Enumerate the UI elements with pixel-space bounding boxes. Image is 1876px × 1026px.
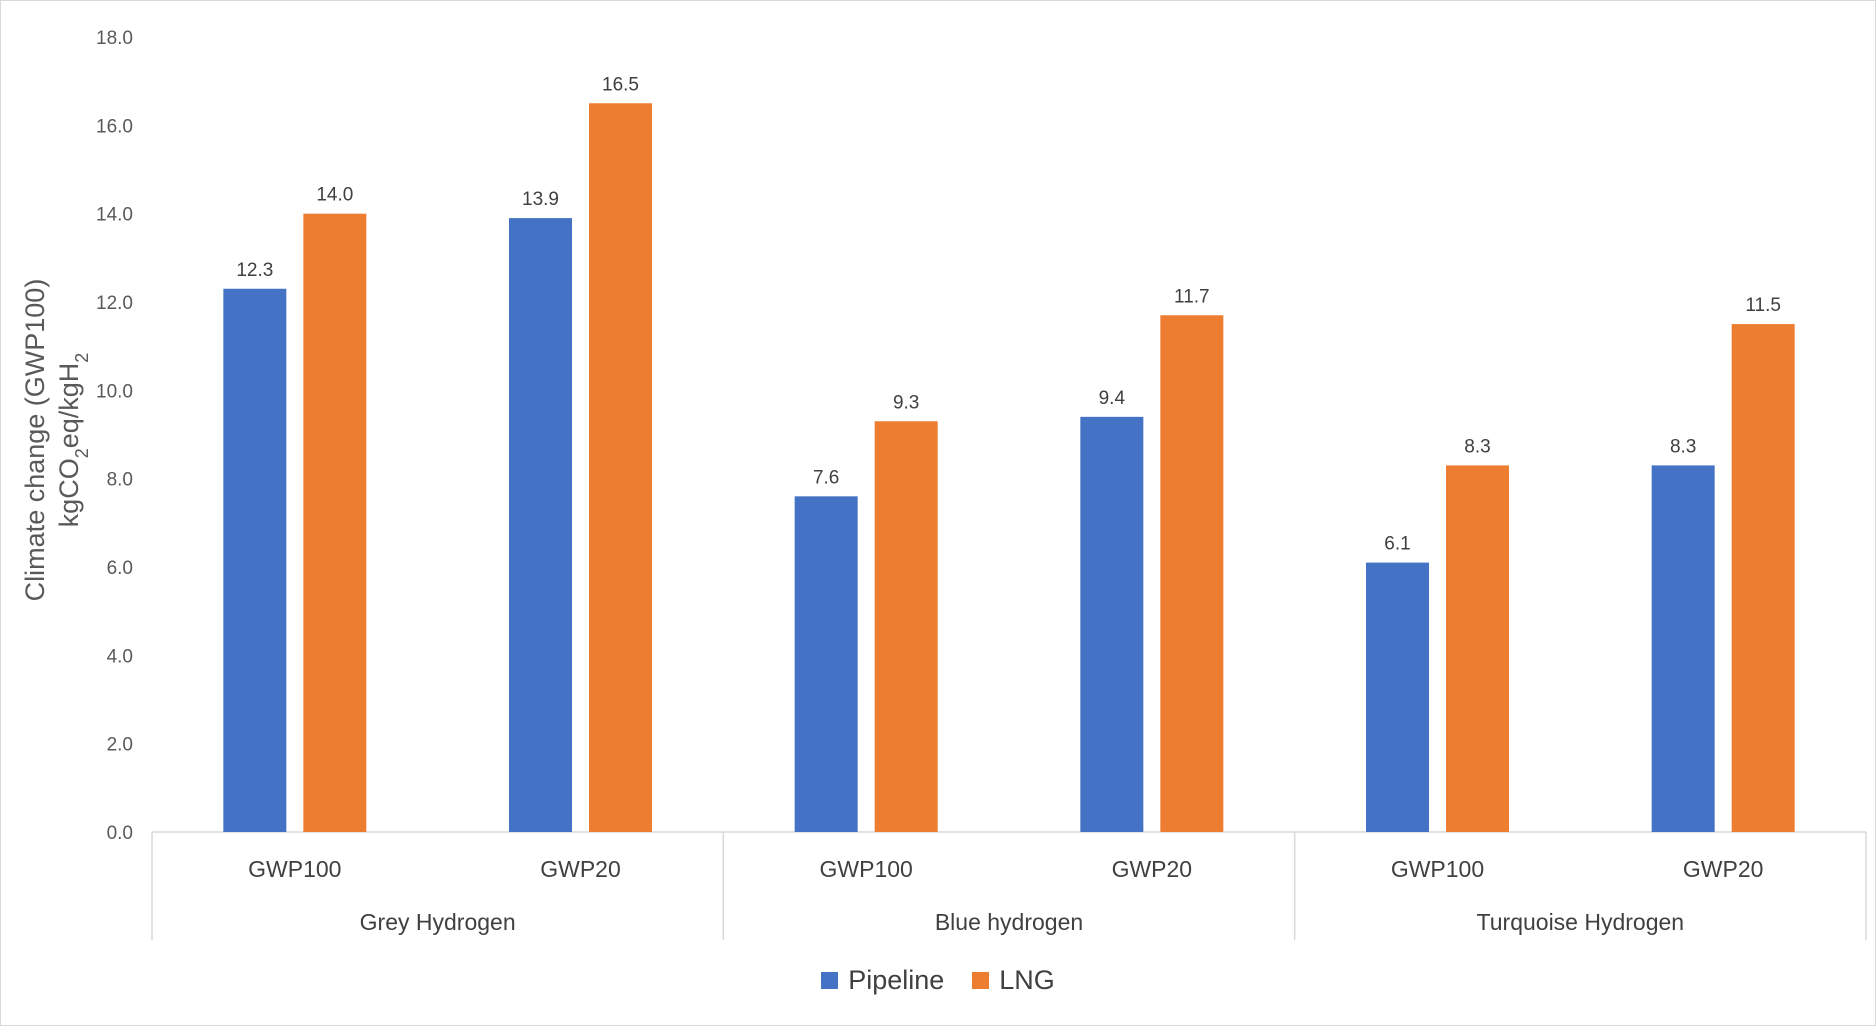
y-tick-label: 2.0 [107,735,133,756]
legend: Pipeline LNG [0,965,1876,996]
legend-label-lng: LNG [999,965,1055,995]
bar-lng [1160,315,1224,832]
legend-item-pipeline: Pipeline [821,965,944,996]
category-label: GWP100 [248,856,341,882]
bar-lng [1446,465,1509,832]
legend-swatch-pipeline [821,972,839,989]
category-label: GWP20 [540,856,621,882]
y-tick-label: 8.0 [107,470,133,491]
legend-label-pipeline: Pipeline [848,965,945,995]
category-label: GWP100 [1391,856,1484,882]
bar-pipeline [1366,562,1429,832]
data-label-lng: 16.5 [602,74,639,95]
group-label: Grey Hydrogen [360,909,516,935]
bar-pipeline [1651,465,1715,832]
group-label: Turquoise Hydrogen [1477,909,1685,935]
labels-layer: Grey Hydrogen GWP100 GWP20 Blue hydrogen GWP… [236,74,1781,935]
bar-pipeline [794,496,858,832]
legend-swatch-lng [972,972,990,989]
bar-pipeline [509,218,572,833]
y-tick-label: 14.0 [96,205,133,226]
data-label-pipeline: 12.3 [236,260,273,281]
data-label-pipeline: 9.4 [1099,388,1126,409]
data-label-lng: 11.7 [1174,286,1210,307]
category-label: GWP20 [1112,856,1193,882]
y-axis-title: Climate change (GWP100) kgCO2eq/kgH2 [20,279,92,602]
group-label: Blue hydrogen [935,909,1083,935]
category-label: GWP20 [1683,856,1764,882]
y-tick-label: 10.0 [96,381,133,402]
bar-lng [874,421,938,832]
y-axis-title-line1: Climate change (GWP100) [20,279,50,602]
y-tick-label: 6.0 [107,558,133,579]
y-tick-label: 16.0 [96,116,133,137]
data-label-pipeline: 7.6 [813,467,839,488]
bar-pipeline [223,288,287,832]
data-label-pipeline: 8.3 [1670,436,1696,457]
data-label-lng: 8.3 [1464,436,1490,457]
y-tick-label: 12.0 [96,293,133,314]
bar-lng [303,213,367,832]
y-tick-label: 18.0 [96,28,133,49]
axes-layer: 0.0 2.0 4.0 6.0 8.0 10.0 12.0 14.0 16.0 18.0 [96,28,1867,940]
bar-lng [589,103,652,832]
data-label-lng: 11.5 [1745,295,1781,316]
y-axis-title-line2: kgCO2eq/kgH2 [54,353,92,528]
bar-pipeline [1080,416,1144,832]
data-label-lng: 14.0 [316,185,353,206]
data-label-pipeline: 6.1 [1384,534,1410,555]
legend-item-lng: LNG [972,965,1055,996]
y-tick-label: 0.0 [107,823,133,844]
y-tick-label: 4.0 [107,646,133,667]
data-label-lng: 9.3 [893,392,919,413]
bar-lng [1731,324,1795,832]
bars-layer [223,103,1795,833]
category-label: GWP100 [820,856,913,882]
data-label-pipeline: 13.9 [522,189,559,210]
